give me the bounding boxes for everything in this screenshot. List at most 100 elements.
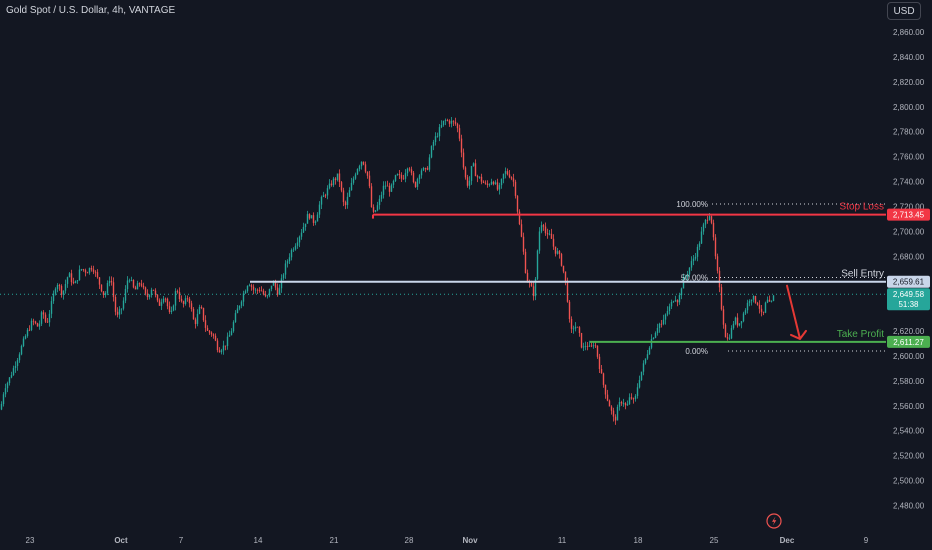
- candle-body: [290, 250, 293, 258]
- candle-body: [468, 180, 471, 186]
- current-price-tag: [887, 288, 930, 311]
- candle-body: [416, 179, 419, 187]
- candle-body: [110, 280, 113, 283]
- candle-body: [334, 178, 337, 180]
- candle-body: [652, 337, 655, 339]
- candle-body: [174, 291, 177, 306]
- candle-body: [668, 306, 671, 311]
- candle-body: [98, 277, 101, 285]
- candle-body: [24, 336, 27, 339]
- candle-body: [16, 360, 19, 366]
- candle-body: [62, 290, 65, 295]
- stop-loss-price-tag: [887, 208, 930, 221]
- candle-body: [574, 326, 577, 329]
- candle-body: [44, 314, 47, 322]
- candle-body: [182, 301, 185, 304]
- sell-arrow-head: [790, 329, 807, 340]
- take-profit-price-tag: [887, 335, 930, 348]
- y-tick-label: 2,520.00: [893, 452, 925, 461]
- candle-body: [292, 249, 295, 251]
- candle-body: [478, 176, 481, 178]
- candle-body: [554, 246, 557, 254]
- currency-button[interactable]: USD: [887, 2, 921, 20]
- candle-body: [620, 402, 623, 404]
- candle-body: [376, 205, 379, 211]
- y-tick-label: 2,720.00: [893, 202, 925, 211]
- candle-body: [634, 396, 637, 399]
- fib-0-label: 0.00%: [685, 347, 708, 356]
- candle-body: [58, 285, 61, 286]
- candle-body: [206, 327, 209, 331]
- candle-body: [148, 295, 151, 298]
- candle-body: [548, 233, 551, 235]
- candle-body: [712, 222, 715, 238]
- candle-body: [434, 136, 437, 142]
- candle-body: [94, 271, 97, 273]
- candle-body: [104, 293, 107, 295]
- candle-body: [306, 214, 309, 224]
- candle-body: [90, 268, 93, 270]
- candle-body: [244, 291, 247, 294]
- y-tick-label: 2,840.00: [893, 53, 925, 62]
- candle-body: [362, 161, 365, 165]
- candle-body: [330, 183, 333, 186]
- y-tick-label: 2,760.00: [893, 153, 925, 162]
- candle-body: [172, 305, 175, 311]
- candle-body: [604, 384, 607, 395]
- sell-arrow: [786, 284, 801, 340]
- candle-body: [374, 210, 377, 212]
- candle-body: [212, 334, 215, 336]
- y-tick-label: 2,600.00: [893, 352, 925, 361]
- candle-body: [402, 178, 405, 180]
- candle-body: [546, 233, 549, 235]
- candle-body: [314, 221, 317, 223]
- candle-body: [76, 280, 79, 282]
- candle-body: [234, 313, 237, 323]
- x-tick-label: 25: [710, 536, 719, 545]
- candle-body: [294, 245, 297, 250]
- candle-body: [342, 190, 345, 203]
- candle-body: [260, 290, 263, 292]
- candle-body: [284, 263, 287, 275]
- candle-body: [86, 272, 89, 274]
- candle-body: [14, 366, 17, 368]
- candle-body: [602, 373, 605, 385]
- candle-body: [700, 231, 703, 244]
- candle-body: [772, 295, 775, 301]
- candle-body: [72, 282, 75, 284]
- candle-body: [462, 152, 465, 168]
- fib-100-label: 100.00%: [676, 200, 708, 209]
- candle-body: [460, 138, 463, 153]
- price-axis[interactable]: 2,480.00 2,500.00 2,520.00 2,540.00 2,560.00…: [893, 28, 925, 511]
- candle-body: [646, 354, 649, 359]
- candle-body: [56, 285, 59, 289]
- candle-body: [286, 261, 289, 264]
- candle-body: [166, 298, 169, 307]
- candle-body: [584, 346, 587, 347]
- candle-body: [740, 321, 743, 324]
- time-axis[interactable]: 23 Oct 7 14 21 28 Nov 11 18 25 Dec 9: [26, 536, 869, 545]
- candle-body: [568, 301, 571, 319]
- candle-body: [322, 195, 325, 197]
- candle-body: [592, 345, 595, 347]
- candle-body: [752, 296, 755, 300]
- candle-body: [256, 289, 259, 291]
- candle-body: [352, 178, 355, 183]
- candle-body: [30, 320, 33, 330]
- candle-body: [694, 256, 697, 259]
- candle-body: [370, 186, 373, 208]
- candle-body: [632, 398, 635, 400]
- candle-body: [498, 185, 501, 190]
- stop-loss-price-text: 2,713.45: [893, 211, 925, 220]
- candle-body: [636, 387, 639, 396]
- candle-body: [116, 311, 119, 315]
- candle-body: [702, 224, 705, 232]
- candle-body: [222, 345, 225, 351]
- candle-body: [686, 274, 689, 277]
- candle-body: [522, 236, 525, 252]
- candle-body: [408, 168, 411, 170]
- candle-body: [708, 216, 711, 221]
- lightning-icon[interactable]: [766, 513, 782, 529]
